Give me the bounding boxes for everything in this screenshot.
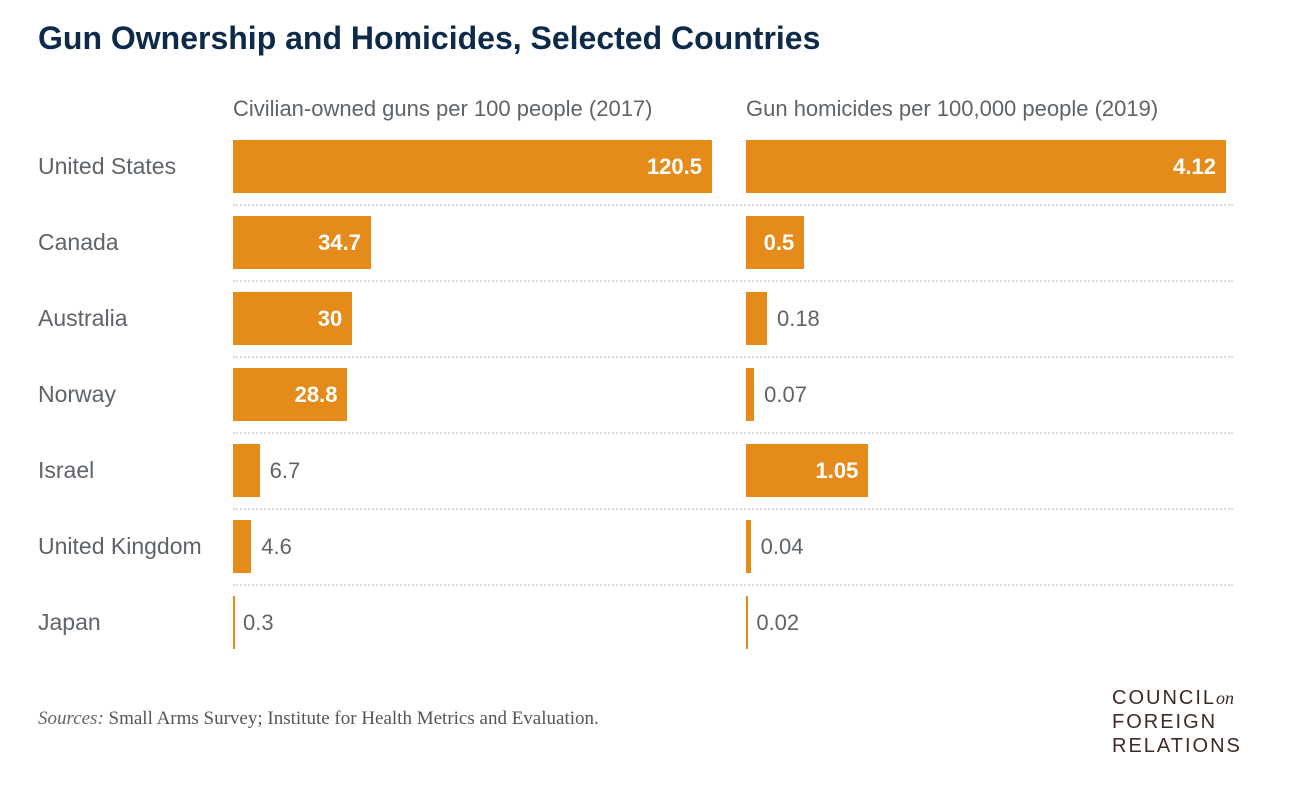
data-label: 0.07: [764, 382, 807, 407]
data-label: 4.6: [261, 534, 292, 559]
data-label: 0.3: [243, 610, 274, 635]
row-separator: [233, 432, 1233, 434]
category-label: Australia: [38, 305, 128, 331]
row-separator: [233, 508, 1233, 510]
bar: [746, 368, 755, 421]
category-label: United States: [38, 153, 177, 179]
data-label: 28.8: [294, 382, 338, 407]
bar: [746, 596, 749, 649]
bar: [746, 216, 805, 269]
bar: [233, 368, 348, 421]
category-label: Japan: [38, 609, 101, 635]
data-label: 0.02: [756, 610, 800, 635]
data-label: 4.12: [1173, 154, 1216, 179]
source-note: Sources: Small Arms Survey; Institute fo…: [38, 708, 599, 730]
data-label: 0.04: [760, 534, 804, 559]
bar: [233, 140, 712, 193]
data-label: 30: [317, 306, 343, 331]
data-label: 0.5: [763, 230, 795, 255]
logo-on: on: [1216, 688, 1235, 708]
logo-line2: FOREIGN: [1112, 711, 1218, 733]
bar: [233, 216, 371, 269]
column-header-guns: Civilian-owned guns per 100 people (2017…: [233, 96, 653, 121]
bar: [746, 444, 869, 497]
bar: [746, 292, 767, 345]
category-label: Israel: [38, 457, 95, 483]
data-label: 6.7: [269, 458, 301, 483]
source-text: Small Arms Survey; Institute for Health …: [103, 708, 599, 729]
chart-title: Gun Ownership and Homicides, Selected Co…: [38, 20, 821, 56]
bar: [746, 140, 1226, 193]
data-label: 0.18: [776, 306, 820, 331]
data-label: 34.7: [318, 230, 361, 255]
row-separator: [233, 584, 1233, 586]
logo-line1: COUNCIL: [1112, 687, 1217, 709]
category-label: United Kingdom: [38, 533, 202, 559]
data-label: 120.5: [646, 154, 702, 179]
category-label: Canada: [38, 229, 119, 255]
bar: [233, 292, 353, 345]
row-separator: [233, 280, 1233, 282]
source-label: Sources:: [38, 708, 104, 729]
bar: [746, 520, 751, 573]
data-label: 1.05: [815, 458, 859, 483]
category-label: Norway: [38, 381, 116, 407]
row-separator: [233, 204, 1233, 206]
bar: [233, 520, 252, 573]
logo-line3: RELATIONS: [1112, 735, 1242, 757]
cfr-logo: COUNCILon FOREIGN RELATIONS: [1112, 686, 1242, 758]
row-separator: [233, 356, 1233, 358]
bar: [233, 444, 260, 497]
column-header-homicides: Gun homicides per 100,000 people (2019): [746, 96, 1159, 121]
bar: [233, 596, 235, 649]
